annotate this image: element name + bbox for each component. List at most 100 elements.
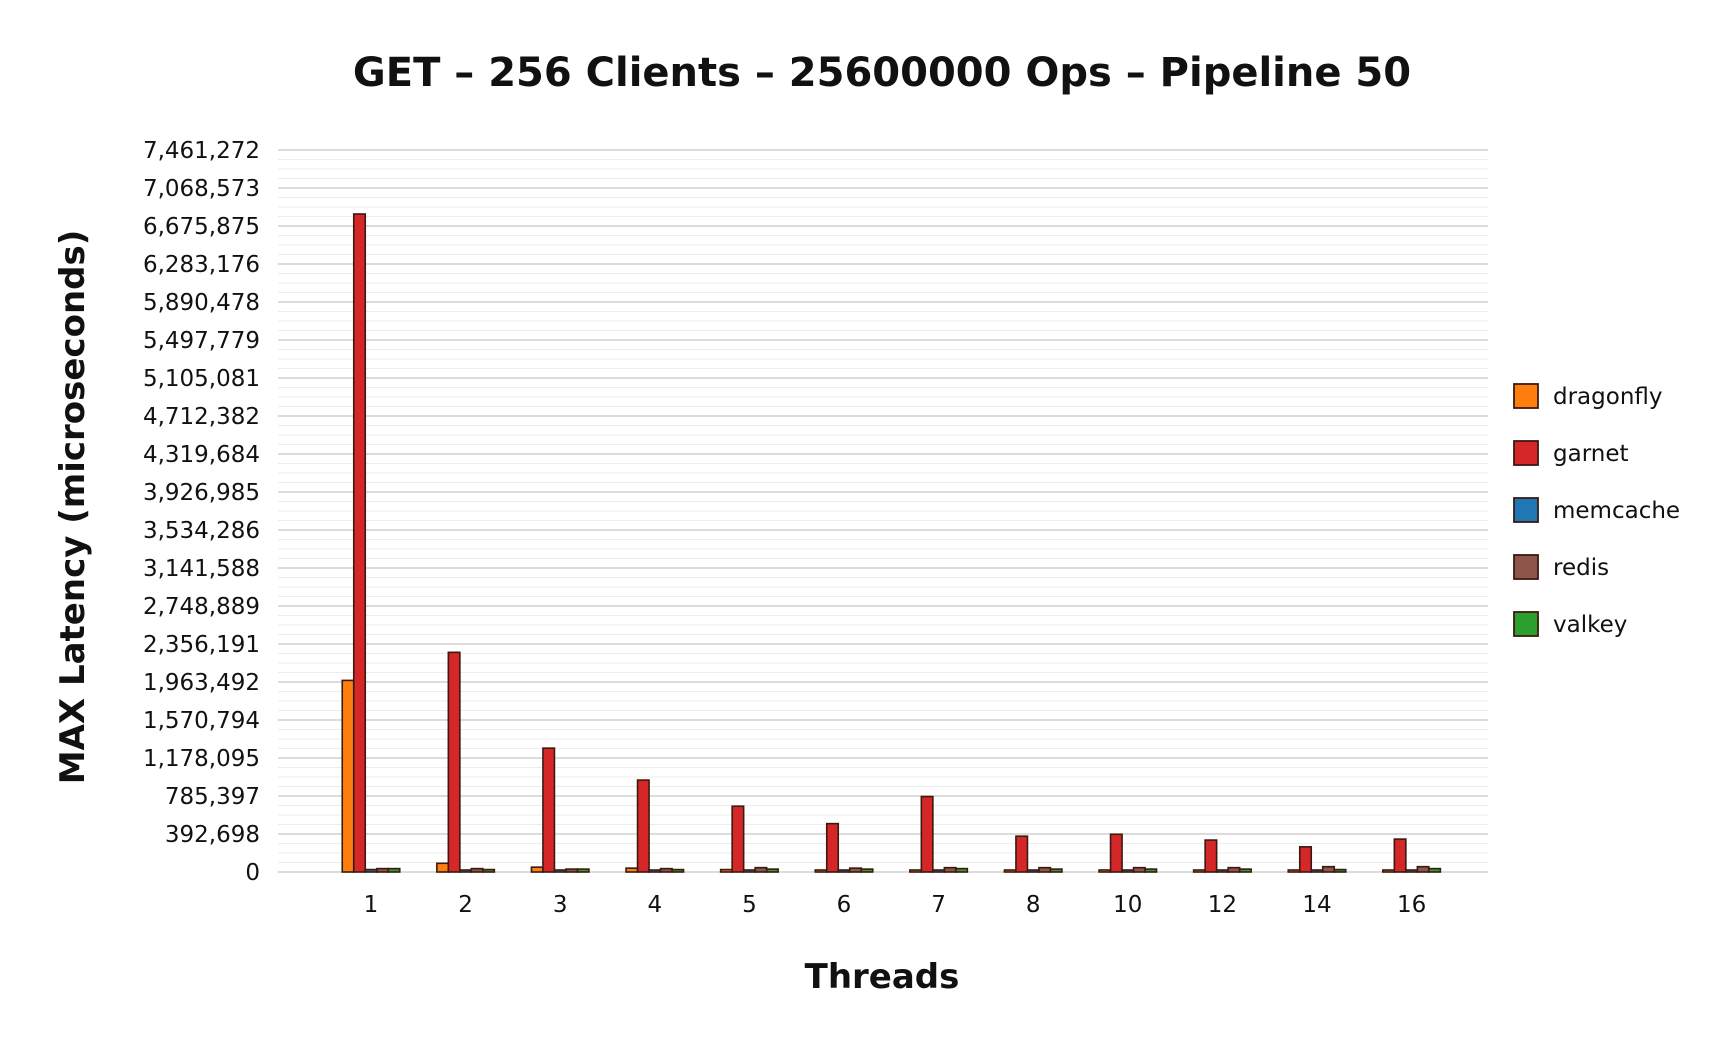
bar-memcache-5 bbox=[742, 869, 756, 873]
bar-garnet-8 bbox=[1015, 835, 1029, 873]
x-tick-label: 3 bbox=[553, 892, 568, 918]
bar-redis-12 bbox=[1227, 866, 1241, 873]
y-tick-label: 3,926,985 bbox=[143, 480, 260, 506]
bar-garnet-12 bbox=[1204, 839, 1218, 873]
bar-memcache-2 bbox=[459, 869, 473, 873]
y-tick-label: 2,748,889 bbox=[143, 594, 260, 620]
x-tick-label: 16 bbox=[1397, 892, 1426, 918]
bar-valkey-4 bbox=[671, 868, 685, 873]
y-tick-label: 1,178,095 bbox=[143, 746, 260, 772]
y-tick-label: 7,461,272 bbox=[143, 138, 260, 164]
y-tick-label: 4,712,382 bbox=[143, 404, 260, 430]
bar-memcache-7 bbox=[932, 869, 946, 873]
bar-dragonfly-16 bbox=[1382, 869, 1396, 873]
y-axis-title: MAX Latency (microseconds) bbox=[53, 230, 93, 785]
bar-memcache-12 bbox=[1215, 869, 1229, 873]
legend-label-memcache: memcache bbox=[1553, 498, 1680, 524]
bar-memcache-6 bbox=[837, 869, 851, 873]
bar-garnet-16 bbox=[1393, 838, 1407, 873]
bar-valkey-14 bbox=[1333, 868, 1347, 873]
legend-swatch-memcache bbox=[1513, 497, 1539, 523]
bar-redis-4 bbox=[659, 867, 673, 873]
bar-dragonfly-4 bbox=[625, 867, 639, 873]
bar-valkey-6 bbox=[860, 868, 874, 873]
y-tick-label: 6,675,875 bbox=[143, 214, 260, 240]
bar-valkey-5 bbox=[765, 868, 779, 873]
x-tick-label: 8 bbox=[1026, 892, 1041, 918]
legend-swatch-redis bbox=[1513, 554, 1539, 580]
bar-garnet-3 bbox=[542, 747, 556, 873]
bar-dragonfly-7 bbox=[909, 869, 923, 873]
bar-garnet-6 bbox=[825, 822, 840, 873]
x-axis-ticks: 1 2 3 4 5 6 7 8 10 12 14 16 bbox=[364, 892, 1427, 918]
legend-swatch-garnet bbox=[1513, 440, 1539, 466]
x-tick-label: 6 bbox=[837, 892, 852, 918]
bar-memcache-14 bbox=[1310, 869, 1324, 873]
bar-redis-6 bbox=[848, 867, 863, 873]
legend-label-dragonfly: dragonfly bbox=[1553, 384, 1663, 410]
y-tick-label: 6,283,176 bbox=[143, 252, 260, 278]
bar-garnet-2 bbox=[447, 651, 461, 873]
bar-valkey-10 bbox=[1144, 868, 1158, 873]
bar-redis-8 bbox=[1038, 866, 1052, 873]
bar-redis-14 bbox=[1321, 865, 1336, 873]
y-tick-label: 5,497,779 bbox=[143, 328, 260, 354]
y-tick-label: 0 bbox=[245, 860, 260, 886]
bar-dragonfly-2 bbox=[436, 862, 450, 873]
bar-redis-5 bbox=[754, 866, 768, 873]
bar-valkey-8 bbox=[1049, 868, 1063, 873]
legend-label-redis: redis bbox=[1553, 555, 1609, 581]
legend-label-garnet: garnet bbox=[1553, 441, 1629, 467]
legend-label-valkey: valkey bbox=[1553, 612, 1627, 638]
bar-memcache-1 bbox=[364, 868, 378, 873]
x-tick-label: 7 bbox=[931, 892, 946, 918]
y-tick-label: 3,534,286 bbox=[143, 518, 260, 544]
y-tick-label: 2,356,191 bbox=[143, 632, 260, 658]
bar-dragonfly-14 bbox=[1287, 869, 1301, 873]
bar-dragonfly-10 bbox=[1098, 869, 1112, 873]
bars bbox=[341, 213, 1442, 873]
bar-dragonfly-6 bbox=[814, 869, 828, 873]
legend-swatch-dragonfly bbox=[1513, 383, 1539, 409]
x-tick-label: 10 bbox=[1113, 892, 1142, 918]
y-tick-label: 1,963,492 bbox=[143, 670, 260, 696]
y-tick-label: 4,319,684 bbox=[143, 442, 260, 468]
y-tick-label: 3,141,588 bbox=[143, 556, 260, 582]
bar-valkey-3 bbox=[576, 868, 590, 873]
bar-dragonfly-12 bbox=[1192, 869, 1206, 873]
x-tick-label: 14 bbox=[1302, 892, 1331, 918]
bar-memcache-16 bbox=[1405, 869, 1419, 873]
grid bbox=[278, 149, 1488, 873]
x-tick-label: 2 bbox=[458, 892, 473, 918]
bar-redis-7 bbox=[943, 866, 957, 873]
bar-valkey-2 bbox=[482, 868, 496, 873]
bar-memcache-10 bbox=[1121, 869, 1135, 873]
y-tick-label: 7,068,573 bbox=[143, 176, 260, 202]
bar-garnet-10 bbox=[1109, 833, 1123, 873]
bar-garnet-4 bbox=[636, 779, 650, 873]
bar-dragonfly-8 bbox=[1003, 869, 1017, 873]
bar-garnet-7 bbox=[920, 795, 934, 873]
legend: dragonfly garnet memcache redis valkey bbox=[1513, 383, 1680, 638]
bar-garnet-1 bbox=[352, 213, 367, 873]
x-tick-label: 12 bbox=[1208, 892, 1237, 918]
bar-redis-1 bbox=[375, 867, 390, 873]
y-tick-label: 785,397 bbox=[165, 784, 260, 810]
bar-dragonfly-1 bbox=[341, 679, 355, 873]
bar-valkey-1 bbox=[387, 867, 401, 873]
y-axis-ticks: 0 392,698 785,397 1,178,095 1,570,794 1,963,4… bbox=[143, 138, 260, 886]
bar-memcache-4 bbox=[648, 869, 662, 873]
bar-garnet-5 bbox=[731, 805, 745, 873]
bar-redis-10 bbox=[1132, 866, 1146, 873]
y-tick-label: 5,890,478 bbox=[143, 290, 260, 316]
bar-redis-2 bbox=[470, 867, 484, 873]
bar-dragonfly-3 bbox=[530, 866, 544, 873]
x-tick-label: 5 bbox=[742, 892, 757, 918]
bar-valkey-16 bbox=[1428, 867, 1442, 873]
legend-swatch-valkey bbox=[1513, 611, 1539, 637]
bar-garnet-14 bbox=[1298, 846, 1313, 873]
chart-title: GET – 256 Clients – 25600000 Ops – Pipel… bbox=[353, 50, 1411, 96]
x-axis-title: Threads bbox=[805, 957, 960, 997]
